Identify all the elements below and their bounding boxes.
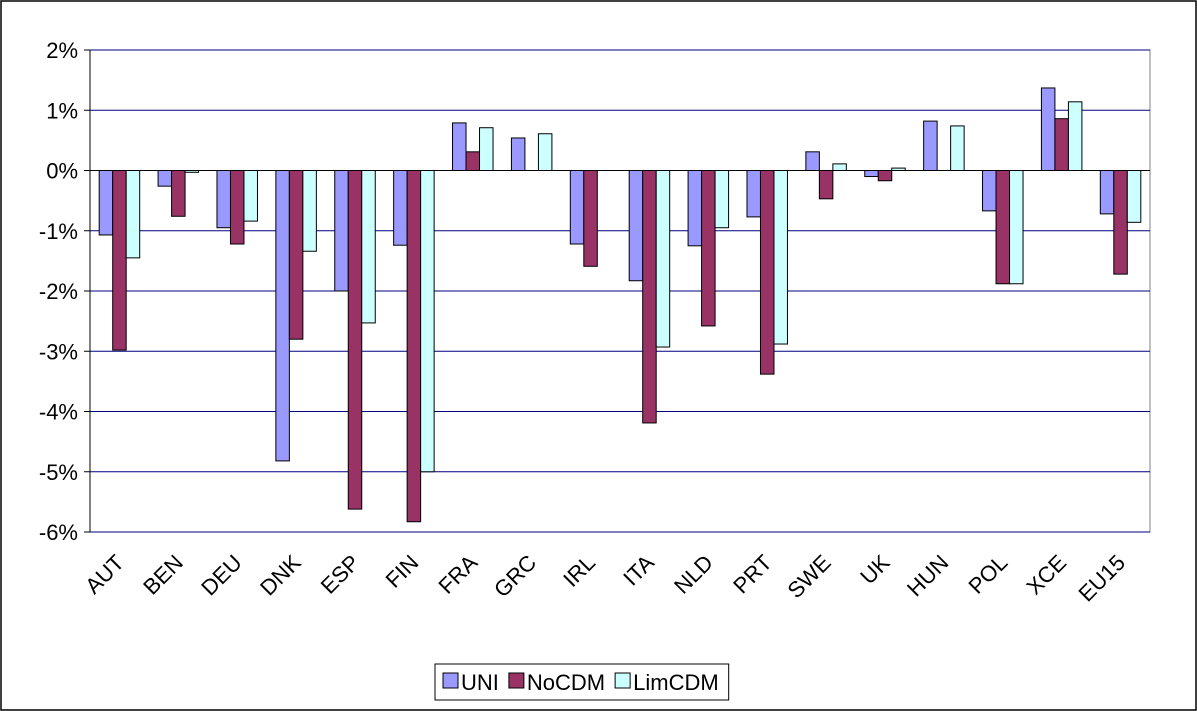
bar	[537, 133, 553, 171]
bar	[773, 170, 788, 345]
bar	[406, 170, 422, 523]
y-tick-label: -2%	[39, 279, 78, 304]
y-tick-label: -5%	[39, 460, 78, 485]
bar	[995, 170, 1011, 285]
y-tick-label: -6%	[39, 520, 78, 545]
bar	[687, 170, 703, 247]
bar	[583, 170, 598, 267]
y-tick-label: 0%	[46, 159, 78, 184]
bar	[334, 170, 349, 292]
legend-box	[434, 663, 730, 701]
bar	[157, 170, 173, 187]
bar	[655, 170, 671, 348]
legend-swatch	[442, 672, 459, 689]
bar	[112, 170, 127, 351]
bar	[98, 170, 114, 236]
bar	[302, 170, 317, 252]
bar	[982, 170, 997, 212]
bar	[1054, 118, 1069, 171]
legend-swatch	[508, 672, 525, 689]
bar	[1113, 170, 1128, 275]
bar	[628, 170, 644, 282]
bar	[361, 170, 376, 324]
bar	[1067, 101, 1083, 171]
bar	[420, 170, 435, 473]
bar	[877, 170, 893, 182]
y-tick-label: 2%	[46, 38, 78, 63]
y-tick-label: 1%	[46, 98, 78, 123]
bar	[393, 170, 408, 246]
bar	[216, 170, 231, 229]
bar	[864, 170, 879, 178]
bar	[642, 170, 657, 424]
bar	[452, 122, 467, 171]
bar	[805, 151, 820, 171]
y-tick-label: -4%	[39, 400, 78, 425]
bar	[1126, 170, 1142, 223]
bar	[243, 170, 258, 222]
bar	[288, 170, 304, 340]
bar	[479, 127, 494, 172]
bar	[1009, 170, 1024, 285]
legend-swatch	[614, 672, 631, 689]
bar	[701, 170, 716, 327]
bar	[465, 151, 481, 171]
bar	[1099, 170, 1115, 215]
legend-label: UNI	[461, 670, 499, 695]
legend-label: NoCDM	[527, 670, 605, 695]
bar	[229, 170, 245, 245]
bar	[125, 170, 141, 259]
y-tick-label: -1%	[39, 219, 78, 244]
bar	[832, 163, 847, 171]
bar	[1040, 87, 1056, 171]
bar	[171, 170, 186, 217]
y-tick-label: -3%	[39, 339, 78, 364]
bar	[510, 137, 526, 171]
bar	[950, 125, 965, 171]
bar	[714, 170, 730, 229]
bar	[818, 170, 834, 200]
bar	[569, 170, 585, 245]
bar	[275, 170, 290, 462]
bar	[923, 120, 938, 171]
legend: UNI NoCDM LimCDM	[434, 663, 730, 701]
bar	[746, 170, 761, 218]
bar	[347, 170, 363, 510]
bar	[759, 170, 775, 375]
legend-label: LimCDM	[633, 670, 719, 695]
